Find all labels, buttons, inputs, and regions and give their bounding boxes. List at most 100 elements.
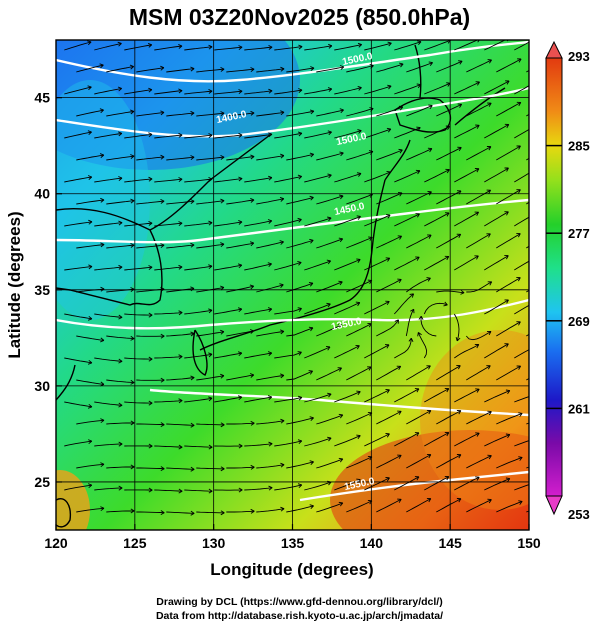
streamline bbox=[94, 222, 123, 227]
streamline-arrowhead bbox=[338, 280, 343, 286]
streamline bbox=[484, 40, 506, 51]
streamline bbox=[466, 281, 492, 293]
streamline bbox=[496, 58, 522, 73]
streamline-arrowhead bbox=[338, 457, 344, 463]
streamline-arrowhead bbox=[487, 59, 492, 64]
streamline bbox=[214, 221, 243, 227]
streamline bbox=[274, 261, 302, 271]
streamline bbox=[436, 190, 462, 205]
streamline-arrowhead bbox=[426, 277, 431, 282]
streamline-arrowhead bbox=[535, 80, 539, 84]
streamline-arrowhead bbox=[457, 103, 463, 108]
streamline bbox=[196, 112, 225, 117]
streamline bbox=[124, 222, 153, 227]
streamline bbox=[166, 200, 195, 205]
streamline bbox=[514, 85, 529, 95]
streamline bbox=[376, 319, 399, 337]
streamline bbox=[64, 221, 93, 227]
streamline bbox=[424, 476, 450, 491]
streamline-arrowhead bbox=[160, 510, 165, 515]
streamline-arrowhead bbox=[397, 410, 402, 415]
streamline bbox=[484, 255, 509, 271]
streamline bbox=[406, 148, 433, 161]
streamline-arrowhead bbox=[504, 343, 509, 348]
streamline-arrowhead bbox=[178, 310, 183, 316]
streamline-arrowhead bbox=[396, 365, 402, 371]
streamline bbox=[106, 155, 135, 161]
streamline-arrowhead bbox=[100, 337, 105, 343]
streamline bbox=[76, 109, 104, 117]
streamline bbox=[244, 90, 273, 95]
streamline bbox=[124, 44, 152, 51]
streamline bbox=[394, 127, 421, 139]
streamline bbox=[376, 365, 401, 381]
x-tick-label: 125 bbox=[123, 535, 147, 551]
streamline-arrowhead bbox=[160, 243, 165, 248]
streamline-arrowhead bbox=[267, 395, 273, 400]
streamline-arrowhead bbox=[118, 264, 123, 270]
streamline-arrowhead bbox=[397, 454, 402, 459]
streamline bbox=[274, 484, 302, 491]
streamline bbox=[214, 264, 242, 271]
streamline-arrowhead bbox=[148, 487, 153, 493]
streamline bbox=[286, 370, 313, 381]
streamline bbox=[406, 454, 432, 469]
streamline-arrowhead bbox=[130, 420, 135, 426]
streamline-arrowhead bbox=[220, 154, 225, 160]
streamline bbox=[184, 178, 213, 183]
streamline-arrowhead bbox=[237, 351, 243, 357]
streamline bbox=[346, 456, 373, 469]
streamline bbox=[364, 171, 391, 183]
streamline bbox=[214, 396, 242, 403]
streamline bbox=[346, 500, 373, 513]
streamline bbox=[436, 410, 462, 425]
streamline-arrowhead bbox=[416, 83, 422, 89]
streamline bbox=[76, 463, 105, 469]
streamline-arrowhead bbox=[426, 365, 431, 370]
streamline bbox=[394, 170, 421, 183]
streamline-arrowhead bbox=[357, 42, 363, 48]
streamline bbox=[364, 257, 390, 271]
streamline bbox=[214, 46, 243, 51]
streamline-arrowhead bbox=[516, 321, 521, 326]
streamline bbox=[394, 256, 420, 271]
streamline-arrowhead bbox=[238, 132, 243, 138]
streamline-arrowhead bbox=[130, 154, 135, 159]
streamline-arrowhead bbox=[309, 238, 314, 244]
streamline-arrowhead bbox=[487, 102, 492, 107]
streamline-arrowhead bbox=[250, 67, 255, 72]
streamline-arrowhead bbox=[458, 60, 463, 65]
streamline bbox=[256, 420, 285, 425]
streamline bbox=[256, 111, 285, 117]
streamline bbox=[454, 124, 480, 139]
streamline bbox=[406, 365, 431, 381]
streamline-arrowhead bbox=[535, 37, 539, 41]
streamline-arrowhead bbox=[338, 501, 344, 507]
streamline-arrowhead bbox=[160, 466, 165, 471]
streamline bbox=[244, 133, 273, 139]
streamline-arrowhead bbox=[99, 153, 105, 158]
x-tick-label: 150 bbox=[517, 535, 541, 551]
streamline bbox=[424, 432, 450, 447]
streamline bbox=[124, 89, 152, 95]
streamline bbox=[514, 216, 529, 227]
wind-streamlines bbox=[64, 37, 539, 516]
streamline-arrowhead bbox=[178, 444, 183, 450]
streamline-arrowhead bbox=[250, 154, 255, 160]
credit-data: Data from http://database.rish.kyoto-u.a… bbox=[155, 610, 444, 622]
streamline-arrowhead bbox=[88, 264, 93, 270]
streamline bbox=[304, 131, 332, 139]
streamline bbox=[184, 134, 213, 139]
streamline-arrowhead bbox=[487, 410, 492, 416]
streamline bbox=[484, 478, 510, 491]
colorbar-tick-label: 285 bbox=[568, 139, 590, 154]
streamline bbox=[453, 313, 460, 342]
streamline bbox=[106, 466, 135, 469]
streamline bbox=[454, 476, 480, 491]
streamline bbox=[166, 244, 195, 249]
streamline-arrowhead bbox=[487, 281, 493, 286]
streamline bbox=[136, 156, 165, 161]
streamline bbox=[76, 154, 104, 161]
streamline bbox=[106, 244, 135, 249]
streamline bbox=[244, 308, 272, 315]
